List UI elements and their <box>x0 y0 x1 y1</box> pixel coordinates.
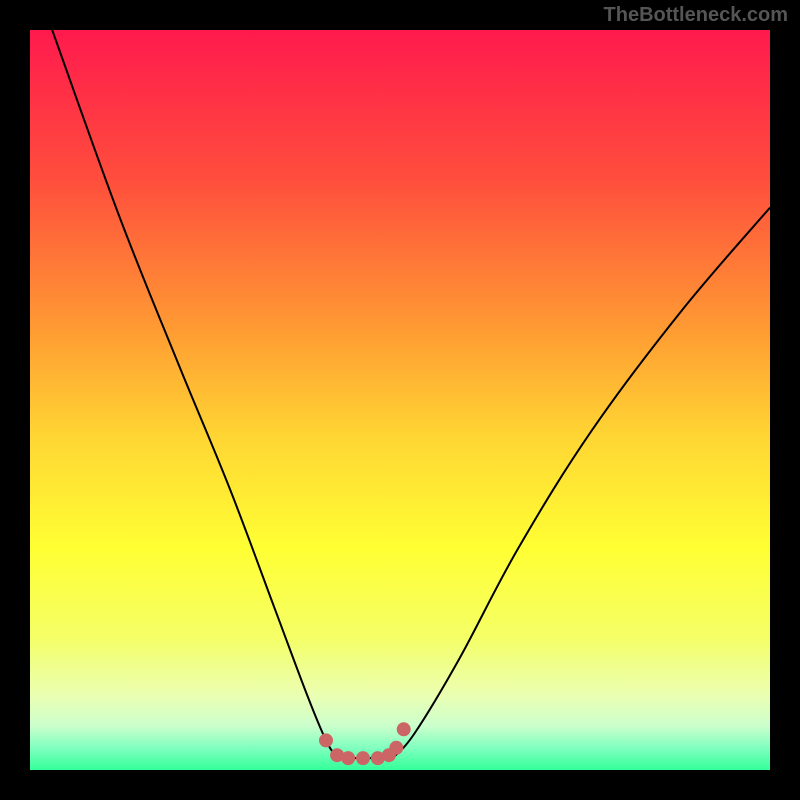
marker-dot <box>397 722 411 736</box>
marker-dot <box>319 733 333 747</box>
marker-dot <box>389 741 403 755</box>
marker-dot <box>341 751 355 765</box>
marker-dot <box>356 751 370 765</box>
bottleneck-chart <box>30 30 770 770</box>
gradient-background <box>30 30 770 770</box>
watermark-text: TheBottleneck.com <box>604 4 788 27</box>
